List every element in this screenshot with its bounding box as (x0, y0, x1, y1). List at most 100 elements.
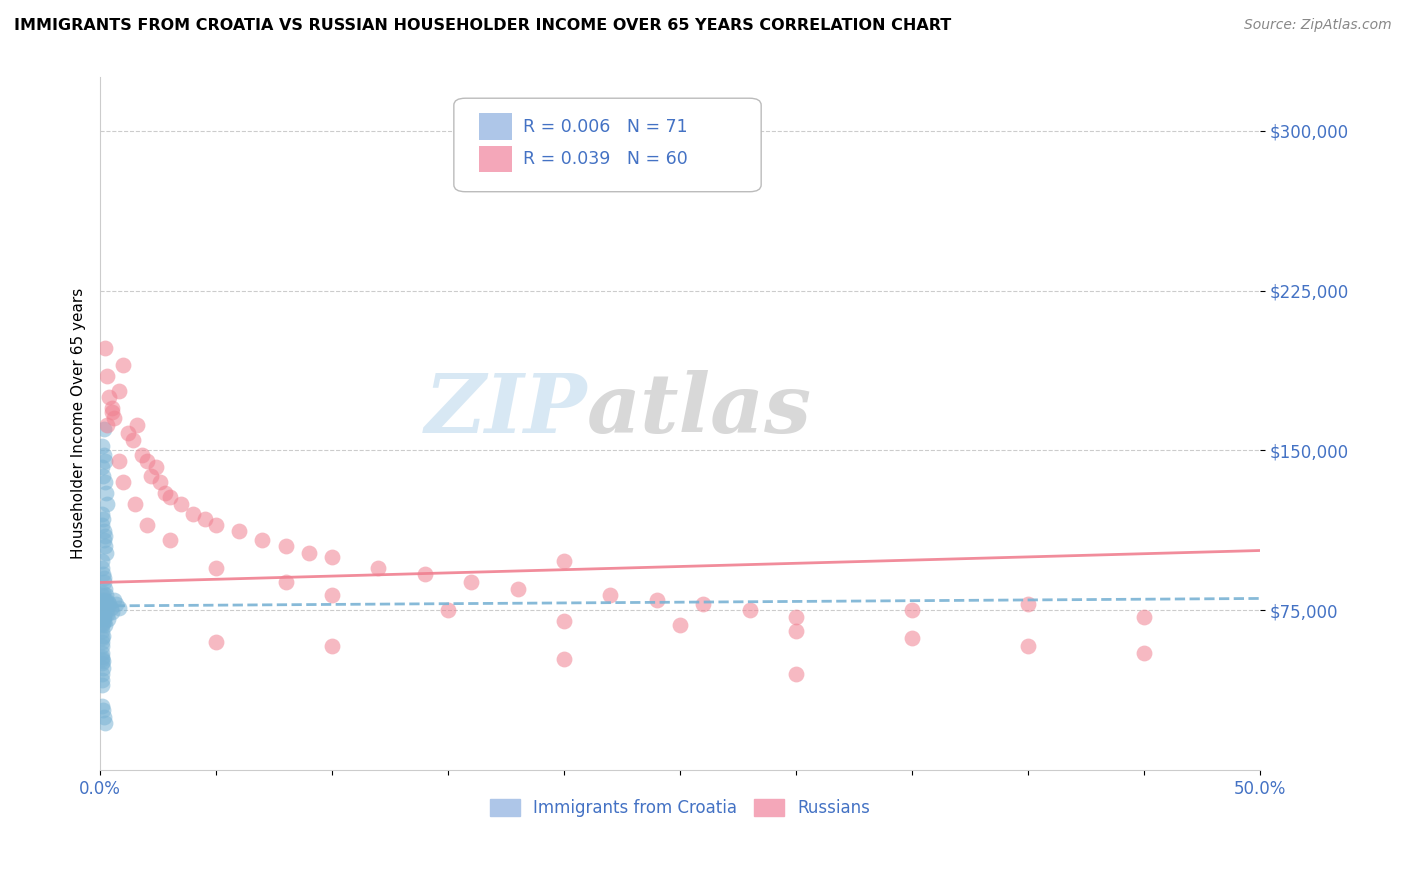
Point (645, 592, 668, 607)
Point (112, 475, 135, 490)
Point (98, 597, 121, 611)
Point (91, 566, 114, 581)
Point (91, 517, 114, 532)
Point (94, 592, 117, 607)
Point (1133, 609, 1156, 624)
Point (91, 588, 114, 602)
Legend: Immigrants from Croatia, Russians: Immigrants from Croatia, Russians (484, 792, 877, 824)
Point (91, 624, 114, 639)
Point (96, 597, 118, 611)
Point (94, 454, 117, 468)
Point (94, 486, 117, 500)
Point (460, 575, 482, 590)
Point (91, 657, 114, 671)
Point (91, 646, 114, 660)
Point (91, 599, 114, 613)
Point (91, 460, 114, 475)
Point (91, 554, 114, 568)
Point (94, 341, 117, 355)
Point (94, 582, 117, 596)
Point (553, 652, 575, 666)
Point (97, 594, 120, 608)
Point (153, 486, 176, 500)
Point (103, 592, 125, 607)
Point (94, 546, 117, 560)
Text: R = 0.006   N = 71: R = 0.006 N = 71 (523, 118, 688, 136)
Point (127, 417, 149, 432)
Point (91, 667, 114, 681)
Point (96, 607, 118, 622)
Point (1133, 646, 1156, 660)
Point (91, 629, 114, 643)
Point (93, 597, 115, 611)
Point (91, 469, 114, 483)
Text: Source: ZipAtlas.com: Source: ZipAtlas.com (1244, 18, 1392, 32)
Point (91, 605, 114, 619)
Point (91, 618, 114, 632)
Point (692, 597, 714, 611)
Point (94, 603, 117, 617)
Point (553, 614, 575, 628)
Point (93, 448, 115, 462)
Point (91, 703, 114, 717)
Point (94, 594, 117, 608)
Point (205, 635, 228, 649)
Point (94, 588, 117, 602)
FancyBboxPatch shape (479, 113, 512, 140)
Point (141, 469, 163, 483)
Point (94, 618, 117, 632)
Point (94, 475, 117, 490)
Point (785, 609, 807, 624)
Point (1017, 640, 1039, 654)
Point (91, 635, 114, 649)
Point (93, 575, 115, 590)
Point (91, 650, 114, 665)
Point (1017, 597, 1039, 611)
Point (599, 588, 621, 602)
Point (96, 368, 118, 383)
Point (96, 417, 118, 432)
Point (94, 539, 117, 553)
Point (91, 654, 114, 668)
Point (107, 601, 129, 615)
Y-axis label: Householder Income Over 65 years: Householder Income Over 65 years (72, 288, 86, 559)
Point (100, 601, 122, 615)
Point (91, 560, 114, 574)
Point (159, 490, 181, 504)
Point (91, 592, 114, 607)
Point (93, 601, 115, 615)
Point (105, 597, 128, 611)
Point (91, 511, 114, 525)
Point (145, 460, 167, 475)
Point (121, 433, 143, 447)
Point (669, 618, 692, 632)
Point (93, 609, 115, 624)
Point (321, 588, 343, 602)
Text: R = 0.039   N = 60: R = 0.039 N = 60 (523, 150, 688, 169)
Point (91, 508, 114, 522)
Point (91, 586, 114, 600)
Point (100, 405, 122, 419)
Point (91, 673, 114, 688)
Point (205, 560, 228, 574)
Point (112, 358, 135, 372)
Point (91, 631, 114, 645)
Point (93, 571, 115, 585)
Point (738, 603, 761, 617)
Point (321, 549, 343, 564)
Point (181, 508, 204, 522)
FancyBboxPatch shape (479, 146, 512, 172)
Point (367, 560, 389, 574)
Point (93, 614, 115, 628)
Point (252, 533, 274, 547)
Point (170, 497, 193, 511)
Point (94, 716, 117, 731)
Point (413, 566, 436, 581)
FancyBboxPatch shape (454, 98, 761, 192)
Point (91, 615, 114, 630)
Point (100, 605, 122, 619)
Point (321, 640, 343, 654)
Point (117, 426, 139, 441)
Point (274, 575, 297, 590)
Point (901, 631, 924, 645)
